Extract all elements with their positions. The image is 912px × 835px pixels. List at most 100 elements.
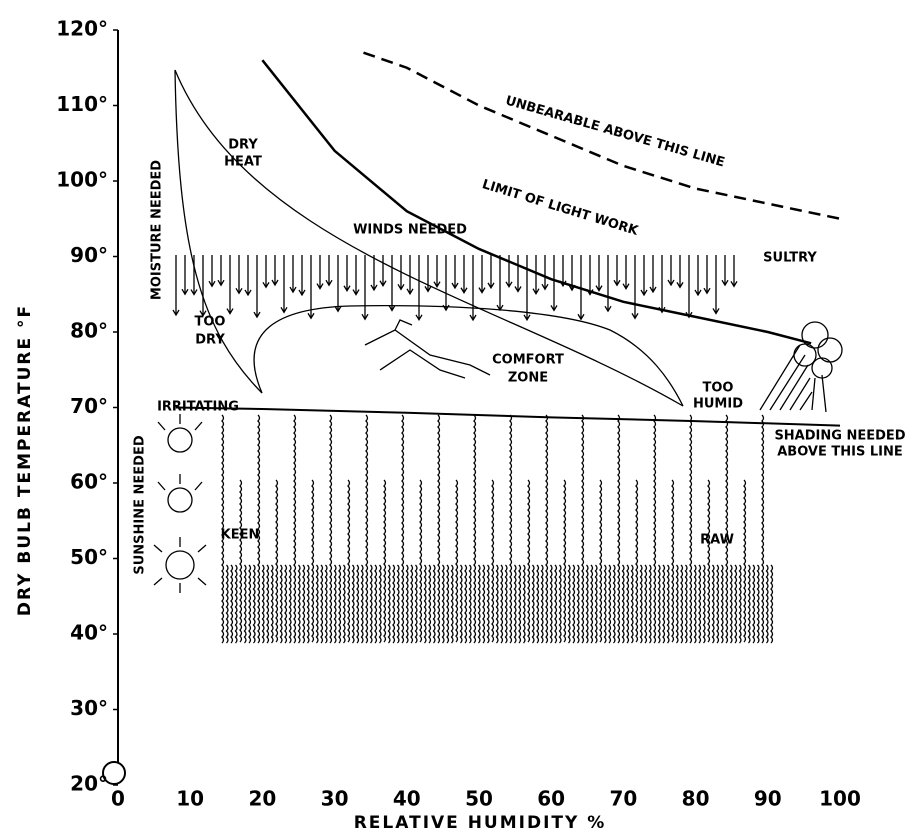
wave [695,565,697,643]
wave [335,565,337,643]
comfort-zone [254,306,683,406]
wave [245,565,247,643]
annotation: DRY [228,138,258,153]
annotation: SUNSHINE NEEDED [133,435,148,574]
arrow [245,255,251,295]
wave [240,480,242,642]
wave [398,565,400,643]
wave [294,415,296,643]
wave [668,565,670,643]
wave [609,565,611,643]
wave [618,415,620,643]
wave [560,565,562,643]
annotation: SHADING NEEDED [774,429,905,444]
y-tick-label: 20° [70,772,108,796]
arrow [227,255,233,314]
wave [290,565,292,643]
annotation: HUMID [693,397,743,412]
wave [605,565,607,643]
wave [380,565,382,643]
wave [353,565,355,643]
y-tick-label: 100° [56,168,108,192]
wave [420,480,422,642]
wave [519,565,521,643]
annotation: KEEN [221,528,260,543]
wave [551,565,553,643]
arrow [668,255,674,285]
arrow [218,255,224,285]
wave [339,565,341,643]
arrow [209,255,215,286]
wave [425,565,427,643]
annotation: SULTRY [763,251,817,266]
wave [659,565,661,643]
wave [708,480,710,642]
wave [663,565,665,643]
wave [263,565,265,643]
wave [591,565,593,643]
tree [760,322,842,412]
wave [749,565,751,643]
wave [587,565,589,643]
wave [713,565,715,643]
annotation: DRY [195,333,225,348]
y-tick-label: 30° [70,696,108,720]
x-tick-label: 40 [393,787,421,811]
arrow [614,255,620,285]
arrow [272,255,278,285]
y-tick-label: 120° [56,17,108,41]
wave [465,565,467,643]
arrow [254,255,260,317]
wave [758,565,760,643]
y-tick-label: 40° [70,621,108,645]
wave [726,415,728,643]
wave [479,565,481,643]
wave [389,565,391,643]
wave [344,565,346,643]
x-tick-label: 50 [465,787,493,811]
arrow [623,255,629,289]
arrow [542,255,548,289]
wave [411,565,413,643]
wind-arrows [173,255,737,320]
x-tick-label: 80 [682,787,710,811]
wave [443,565,445,643]
wave [578,565,580,643]
annotation: ZONE [508,371,548,386]
wave [488,565,490,643]
wave [366,415,368,643]
arrow [290,255,296,292]
wave [533,565,535,643]
arrow [722,255,728,285]
wave [249,565,251,643]
arrow [281,255,287,312]
annotation: HEAT [224,155,262,170]
wave [704,565,706,643]
sun-icons [154,414,206,593]
arrow [650,255,656,292]
x-tick-label: 100 [819,787,861,811]
wave [564,480,566,642]
wave [740,565,742,643]
annotation: COMFORT [492,353,564,368]
wave [771,565,773,643]
wave [753,565,755,643]
arrow [488,255,494,288]
annotation: WINDS NEEDED [353,223,467,238]
arrow [515,255,521,291]
wave [429,565,431,643]
wave [371,565,373,643]
wave [474,415,476,643]
wave [227,565,229,643]
arrow [497,255,503,310]
arrow [434,255,440,287]
y-tick-label: 50° [70,545,108,569]
arrow [407,255,413,294]
wave [267,565,269,643]
wave [515,565,517,643]
wave [348,480,350,642]
wave [650,565,652,643]
wave [573,565,575,643]
wave [326,565,328,643]
x-tick-label: 30 [321,787,349,811]
